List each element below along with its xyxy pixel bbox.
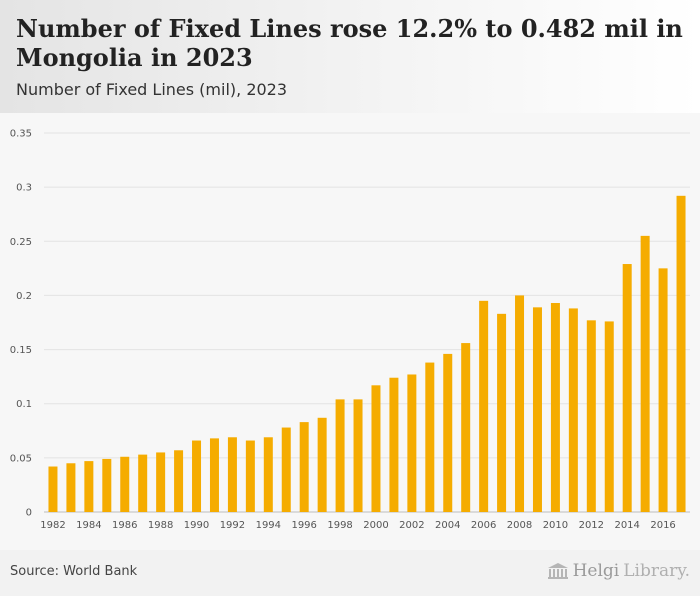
- bar-2003[interactable]: [425, 362, 435, 512]
- y-tick-label: 0.3: [16, 183, 32, 194]
- chart-title: Number of Fixed Lines rose 12.2% to 0.48…: [16, 14, 683, 72]
- x-tick-label: 2000: [363, 520, 388, 531]
- bar-1990[interactable]: [192, 440, 202, 512]
- bar-1983[interactable]: [66, 463, 76, 512]
- bar-2004[interactable]: [443, 353, 453, 512]
- footer: Source: World Bank Helgi Library.: [0, 550, 700, 596]
- x-tick-label: 2010: [543, 520, 568, 531]
- bar-2014[interactable]: [622, 264, 632, 512]
- bar-2001[interactable]: [389, 377, 399, 512]
- bar-1991[interactable]: [209, 438, 219, 512]
- x-tick-label: 2004: [435, 520, 460, 531]
- y-tick-label: 0.15: [10, 345, 32, 356]
- bar-1995[interactable]: [281, 427, 291, 512]
- bar-1996[interactable]: [299, 422, 309, 512]
- bar-2017[interactable]: [676, 195, 686, 512]
- x-tick-label: 1998: [327, 520, 352, 531]
- bar-1987[interactable]: [138, 454, 148, 512]
- bar-2016[interactable]: [658, 268, 668, 512]
- bar-1997[interactable]: [317, 417, 327, 512]
- bar-1989[interactable]: [174, 450, 184, 512]
- chart-area: 0 0.05 0.1 0.15 0.2 0.25 0.3 0.35 1982 1984 1986 19…: [0, 113, 700, 550]
- x-tick-label: 2006: [471, 520, 496, 531]
- y-tick-label: 0.25: [10, 237, 32, 248]
- bar-1982[interactable]: [48, 466, 58, 512]
- bar-2006[interactable]: [479, 300, 489, 512]
- bar-2015[interactable]: [640, 235, 650, 512]
- bar-1986[interactable]: [120, 456, 130, 512]
- x-tick-label: 1988: [148, 520, 173, 531]
- x-tick-label: 1994: [256, 520, 281, 531]
- y-tick-label: 0.35: [10, 129, 32, 140]
- x-tick-label: 2002: [399, 520, 424, 531]
- source-note: Source: World Bank: [10, 564, 138, 579]
- x-tick-label: 1996: [291, 520, 316, 531]
- bar-1985[interactable]: [102, 458, 112, 512]
- logo-text-helgi: Helgi: [572, 561, 620, 581]
- bar-1999[interactable]: [353, 399, 363, 512]
- helgi-library-logo: Helgi Library.: [547, 561, 690, 581]
- bar-2012[interactable]: [586, 320, 596, 512]
- bar-2000[interactable]: [371, 385, 381, 512]
- bar-1992[interactable]: [227, 437, 237, 512]
- bar-2009[interactable]: [532, 307, 542, 512]
- library-building-icon: [547, 563, 568, 579]
- bar-1993[interactable]: [245, 440, 255, 512]
- x-tick-label: 1984: [76, 520, 101, 531]
- x-tick-label: 1986: [112, 520, 137, 531]
- bar-1994[interactable]: [263, 437, 273, 512]
- x-tick-label: 1982: [40, 520, 65, 531]
- bar-2013[interactable]: [604, 321, 614, 512]
- bar-1984[interactable]: [84, 461, 94, 512]
- x-tick-label: 1992: [220, 520, 245, 531]
- x-tick-label: 2014: [614, 520, 639, 531]
- x-tick-label: 2012: [579, 520, 604, 531]
- bar-chart: 0 0.05 0.1 0.15 0.2 0.25 0.3 0.35 1982 1984 1986 19…: [10, 129, 690, 531]
- bar-2010[interactable]: [550, 303, 560, 512]
- bar-2011[interactable]: [568, 308, 578, 512]
- y-tick-label: 0.2: [16, 291, 32, 302]
- y-tick-label: 0.05: [10, 453, 32, 464]
- bar-2005[interactable]: [461, 343, 471, 512]
- y-tick-label: 0.1: [16, 399, 32, 410]
- bar-2002[interactable]: [407, 374, 417, 512]
- bar-1988[interactable]: [156, 452, 166, 512]
- chart-subtitle: Number of Fixed Lines (mil), 2023: [16, 80, 288, 99]
- x-tick-label: 1990: [184, 520, 209, 531]
- bar-2007[interactable]: [497, 313, 507, 512]
- chart-header: Number of Fixed Lines rose 12.2% to 0.48…: [0, 0, 700, 113]
- bar-1998[interactable]: [335, 399, 345, 512]
- bar-2008[interactable]: [515, 295, 525, 512]
- x-tick-label: 2008: [507, 520, 532, 531]
- logo-text-library: Library.: [623, 561, 690, 581]
- y-tick-label: 0: [26, 508, 32, 519]
- x-tick-label: 2016: [650, 520, 675, 531]
